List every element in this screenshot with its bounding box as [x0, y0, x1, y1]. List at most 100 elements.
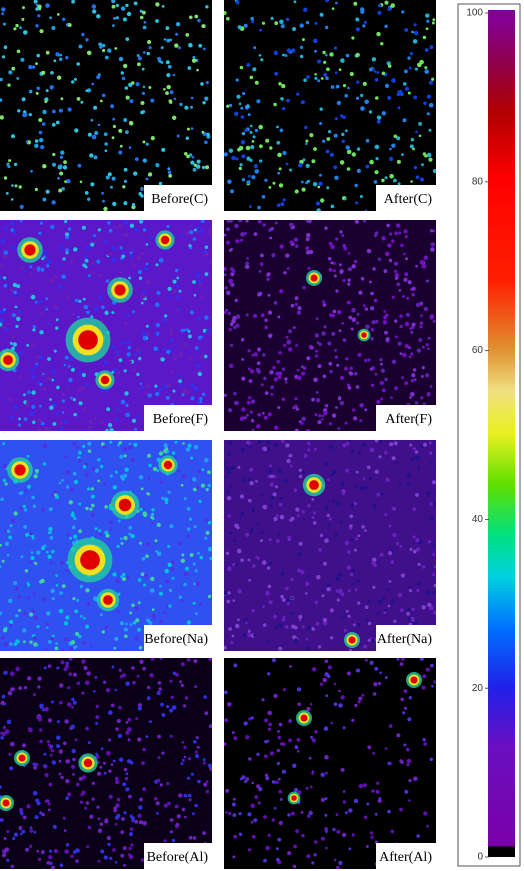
dot	[311, 498, 315, 501]
dot	[124, 467, 129, 472]
dot	[139, 15, 144, 20]
dot	[3, 837, 7, 840]
dot	[412, 549, 417, 554]
dot	[244, 128, 248, 132]
dot	[136, 372, 140, 377]
dot	[324, 672, 329, 677]
dot	[269, 236, 273, 240]
dot	[113, 368, 117, 372]
dot	[271, 818, 275, 822]
dot	[165, 91, 169, 95]
dot	[27, 596, 31, 600]
dot	[196, 164, 201, 169]
dot	[273, 693, 278, 699]
dot	[280, 571, 285, 576]
dot	[418, 338, 423, 342]
dot	[415, 175, 420, 179]
dot	[15, 666, 20, 672]
dot	[47, 321, 50, 325]
dot	[344, 540, 350, 546]
dot	[155, 163, 160, 168]
dot	[97, 238, 101, 242]
dot	[329, 52, 334, 57]
dot	[298, 474, 303, 479]
dot	[390, 560, 395, 564]
dot	[287, 813, 291, 817]
dot	[165, 26, 170, 30]
dot	[245, 313, 249, 317]
dot	[194, 14, 199, 19]
dot	[201, 130, 205, 134]
dot	[256, 99, 261, 104]
dot	[334, 71, 338, 75]
dot	[238, 166, 242, 171]
dot	[253, 352, 258, 357]
map-panel: Before(Al)	[0, 658, 212, 869]
dot	[313, 511, 316, 515]
dot	[381, 388, 386, 393]
dot	[376, 399, 381, 405]
dot	[87, 825, 92, 830]
dot	[142, 821, 147, 826]
dot	[131, 819, 135, 823]
dot	[421, 375, 424, 378]
dot	[18, 826, 23, 830]
dot	[85, 89, 88, 93]
dot	[1, 12, 5, 16]
dot	[250, 820, 254, 824]
dot	[289, 168, 293, 172]
dot	[383, 315, 387, 320]
dot	[8, 752, 12, 756]
dot	[23, 393, 26, 397]
dot	[113, 646, 117, 650]
dot	[0, 98, 3, 102]
dot	[188, 356, 193, 361]
dot	[295, 244, 299, 248]
dot	[306, 814, 311, 818]
dot	[374, 440, 379, 443]
dot	[332, 261, 336, 265]
dot	[248, 396, 252, 400]
dot	[107, 172, 112, 177]
dot	[172, 279, 177, 284]
dot	[365, 164, 370, 169]
dot	[123, 535, 128, 541]
dot	[235, 323, 240, 328]
dot	[33, 830, 37, 834]
dot	[70, 724, 76, 729]
dot	[133, 171, 138, 176]
map-image	[224, 220, 436, 431]
dot	[309, 785, 313, 789]
dot	[181, 233, 185, 237]
dot	[303, 453, 308, 458]
dot	[401, 153, 404, 157]
dot	[423, 101, 427, 105]
dot	[45, 297, 48, 301]
dot	[134, 819, 139, 824]
dot	[156, 551, 162, 556]
dot	[347, 86, 350, 90]
dot	[264, 391, 269, 395]
dot	[265, 845, 270, 851]
dot	[148, 720, 152, 724]
dot	[370, 306, 375, 311]
dot	[99, 613, 103, 617]
tick-label: 40	[472, 514, 484, 525]
dot	[4, 847, 10, 852]
dot	[373, 298, 378, 303]
dot	[24, 569, 29, 573]
dot	[95, 704, 100, 709]
dot	[57, 75, 62, 80]
dot	[180, 558, 186, 563]
dot	[145, 177, 149, 181]
dot	[349, 524, 353, 528]
map-panel: After(Na)	[224, 440, 436, 651]
dot	[374, 144, 380, 150]
dot	[139, 220, 144, 224]
dot	[27, 583, 31, 587]
dot	[65, 295, 70, 300]
dot	[73, 479, 79, 485]
dot	[345, 357, 349, 361]
dot	[405, 312, 410, 317]
dot	[224, 690, 228, 695]
